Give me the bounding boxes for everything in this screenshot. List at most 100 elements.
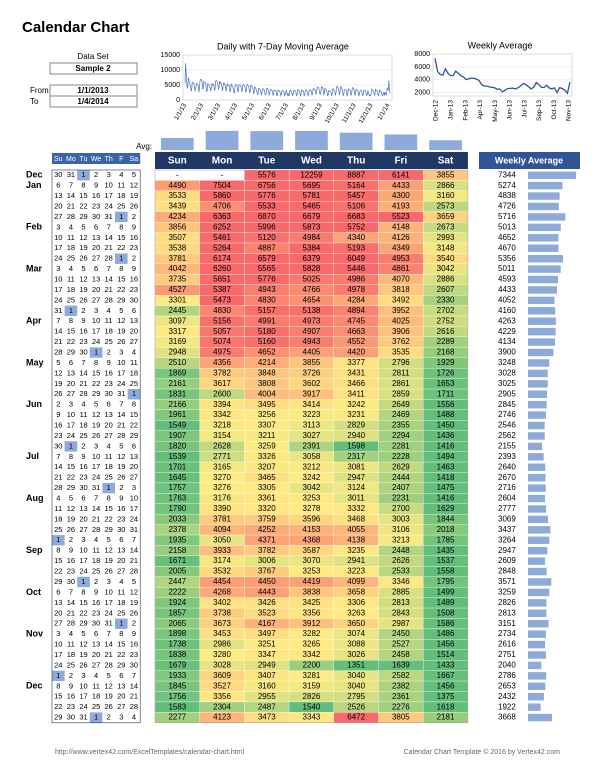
calendar-day: 2 bbox=[132, 254, 136, 263]
cell-value: 1820 bbox=[168, 442, 186, 451]
cell-value: 1639 bbox=[392, 661, 410, 670]
weekly-average: 2616 bbox=[498, 640, 516, 649]
calendar-day: 4 bbox=[56, 494, 60, 503]
cell-value: 4978 bbox=[347, 285, 365, 294]
calendar-day: 1 bbox=[56, 671, 60, 680]
weekly-average: 5716 bbox=[498, 212, 516, 221]
x-tick-label: Jun-13 bbox=[507, 100, 514, 120]
calendar-day: 15 bbox=[79, 191, 87, 200]
calendar-day: 9 bbox=[81, 316, 85, 325]
cell-value: 2626 bbox=[392, 556, 410, 565]
cell-value: 2986 bbox=[213, 640, 231, 649]
cell-value: 3231 bbox=[347, 410, 365, 419]
cell-value: 5160 bbox=[258, 337, 276, 346]
cell-value: 3174 bbox=[213, 556, 231, 565]
cell-value: 1598 bbox=[347, 442, 365, 451]
weekly-average: 2905 bbox=[498, 389, 516, 398]
cell-value: 1508 bbox=[437, 608, 455, 617]
cell-value: 4284 bbox=[347, 295, 365, 304]
y-tick-label: 0 bbox=[176, 97, 180, 104]
calendar-day: 11 bbox=[130, 358, 138, 367]
weekly-average-bar bbox=[528, 494, 546, 503]
data-set-box[interactable] bbox=[49, 62, 138, 75]
cell-value: 2941 bbox=[347, 556, 365, 565]
calendar-day: 17 bbox=[117, 368, 125, 377]
weekly-average-bar bbox=[528, 484, 546, 492]
data-set-label: Data Set bbox=[77, 52, 109, 61]
weekly-average-bar bbox=[528, 307, 556, 315]
cell-value: 5264 bbox=[213, 243, 231, 252]
cell-value: 3782 bbox=[213, 368, 231, 377]
cell-value: 3495 bbox=[258, 400, 276, 409]
cell-value: 1757 bbox=[168, 483, 186, 492]
cell-value: 2526 bbox=[347, 702, 365, 711]
cell-value: 3658 bbox=[347, 588, 365, 597]
cell-value: 2829 bbox=[347, 421, 365, 430]
calendar-day: 4 bbox=[132, 348, 136, 357]
cell-value: 1618 bbox=[437, 702, 455, 711]
data-set-value: Sample 2 bbox=[75, 64, 111, 73]
calendar-day: 21 bbox=[92, 514, 100, 523]
calendar-day: 23 bbox=[117, 514, 125, 523]
calendar-day: 2 bbox=[69, 535, 73, 544]
cell-value: 3735 bbox=[168, 275, 186, 284]
weekly-average: 2845 bbox=[498, 400, 516, 409]
cell-value: 2444 bbox=[392, 473, 410, 482]
calendar-day: 17 bbox=[67, 421, 75, 430]
cell-value: 4907 bbox=[303, 327, 321, 336]
calendar-day: 20 bbox=[130, 327, 138, 336]
footer-url[interactable]: http://www.vertex42.com/ExcelTemplates/c… bbox=[55, 749, 245, 756]
calendar-day: 2 bbox=[69, 671, 73, 680]
to-box[interactable] bbox=[49, 95, 138, 108]
cell-value: 3673 bbox=[213, 619, 231, 628]
cell-value: 2796 bbox=[392, 358, 410, 367]
calendar-day: 15 bbox=[79, 598, 87, 607]
calendar-day: 8 bbox=[69, 452, 73, 461]
cell-value: 3596 bbox=[303, 515, 321, 524]
calendar-day: 23 bbox=[67, 567, 75, 576]
calendar-day: 12 bbox=[117, 316, 125, 325]
calendar-day: 18 bbox=[117, 191, 125, 200]
cell-value: 1844 bbox=[437, 515, 455, 524]
cell-value: 1929 bbox=[437, 358, 455, 367]
cell-value: 3160 bbox=[437, 191, 455, 200]
calendar-day: 14 bbox=[54, 327, 62, 336]
calendar-day: 24 bbox=[54, 660, 62, 669]
table-header-bg bbox=[155, 152, 468, 169]
daily-chart-title: Daily with 7-Day Moving Average bbox=[217, 41, 349, 51]
calendar-day: 24 bbox=[54, 295, 62, 304]
calendar-day: 18 bbox=[67, 650, 75, 659]
y-tick-label: 2000 bbox=[414, 90, 430, 97]
weekly-average-bar bbox=[528, 672, 547, 680]
weekly-average: 2640 bbox=[498, 462, 516, 471]
calendar-day: 23 bbox=[67, 702, 75, 711]
y-tick-label: 15000 bbox=[161, 52, 181, 59]
cell-value: 6472 bbox=[347, 713, 365, 722]
weekly-average: 3900 bbox=[498, 348, 516, 357]
cell-value: 6049 bbox=[347, 254, 365, 263]
cell-value: 4126 bbox=[392, 233, 410, 242]
calendar-day: 30 bbox=[79, 348, 87, 357]
cell-value: 4025 bbox=[392, 316, 410, 325]
weekly-average-bar bbox=[528, 588, 550, 597]
weekly-average-bar bbox=[528, 432, 545, 440]
calendar-day: 10 bbox=[130, 494, 138, 503]
cell-value: 1450 bbox=[437, 421, 455, 430]
weekly-average-bar bbox=[528, 546, 548, 555]
cell-value: 3326 bbox=[258, 452, 276, 461]
cell-value: 3211 bbox=[258, 431, 276, 440]
cell-value: 4654 bbox=[303, 295, 321, 304]
calendar-day: 28 bbox=[54, 348, 62, 357]
calendar-day: 17 bbox=[105, 191, 113, 200]
y-tick-label: 8000 bbox=[414, 51, 430, 58]
calendar-header-bg bbox=[52, 153, 141, 164]
calendar-day: 15 bbox=[117, 640, 125, 649]
weekly-average: 3264 bbox=[498, 535, 516, 544]
calendar-day: 1 bbox=[132, 389, 136, 398]
cell-value: 2330 bbox=[437, 295, 455, 304]
calendar-day: 14 bbox=[130, 681, 138, 690]
cell-value: 1463 bbox=[437, 462, 455, 471]
calendar-day: 3 bbox=[81, 535, 85, 544]
cell-value: 2993 bbox=[437, 233, 455, 242]
cell-value: 5387 bbox=[213, 285, 231, 294]
